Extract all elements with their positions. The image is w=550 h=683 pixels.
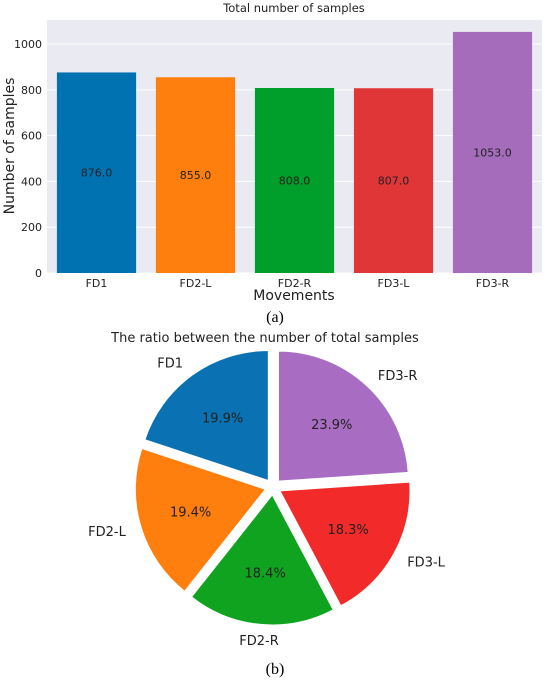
pie-percent-label: 23.9% — [311, 418, 352, 433]
panel-label-a: (a) — [266, 309, 284, 326]
bar-data-label: 808.0 — [279, 175, 311, 188]
bar-ytick-label: 600 — [21, 130, 42, 143]
pie-category-label: FD2-L — [88, 525, 126, 540]
pie-percent-label: 18.4% — [245, 567, 286, 582]
bar-fd3-l — [353, 88, 434, 274]
pie-percent-label: 19.9% — [202, 411, 243, 426]
bar-data-labels: 876.0 855.0 808.0 807.0 1053.0 — [81, 146, 512, 187]
bar-fd1 — [56, 72, 137, 273]
bar-xtick-label: FD1 — [86, 277, 108, 290]
bar-y-axis-label: Number of samples — [2, 78, 18, 215]
bar-x-axis-label: Movements — [253, 288, 334, 304]
bar-ytick-labels: 0 200 400 600 800 1000 — [14, 38, 42, 280]
bar-data-label: 1053.0 — [473, 146, 512, 159]
bar-ytick-label: 0 — [35, 267, 42, 280]
bar-marks — [56, 31, 533, 274]
pie-category-label: FD1 — [157, 357, 183, 372]
pie-slice-fd2-r — [190, 494, 334, 626]
bar-data-label: 876.0 — [81, 167, 113, 180]
pie-category-labels: FD1 FD2-L FD2-R FD3-L FD3-R — [88, 357, 446, 649]
bar-ytick-label: 1000 — [14, 38, 42, 51]
bar-data-label: 807.0 — [378, 175, 410, 188]
pie-slice-fd3-r — [277, 350, 409, 482]
bar-fd3-r — [452, 31, 533, 273]
pie-chart-title: The ratio between the number of total sa… — [110, 331, 419, 346]
bar-xtick-label: FD2-R — [278, 277, 312, 290]
bar-data-label: 855.0 — [180, 169, 212, 182]
pie-category-label: FD2-R — [239, 634, 278, 649]
bar-fd2-l — [155, 77, 236, 273]
pie-percent-labels: 19.9% 19.4% 18.4% 18.3% 23.9% — [170, 411, 369, 581]
pie-chart: The ratio between the number of total sa… — [88, 331, 446, 649]
bar-ytick-label: 800 — [21, 84, 42, 97]
panel-label-b: (b) — [266, 661, 285, 678]
pie-category-label: FD3-L — [407, 556, 445, 571]
pie-slice-fd3-l — [279, 481, 411, 607]
bar-xtick-labels: FD1 FD2-L FD2-R FD3-L FD3-R — [86, 277, 510, 290]
bar-chart-title: Total number of samples — [222, 1, 365, 15]
bar-ytick-label: 400 — [21, 175, 42, 188]
bar-xtick-label: FD3-L — [378, 277, 411, 290]
bar-ytick-label: 200 — [21, 221, 42, 234]
pie-percent-label: 18.3% — [327, 523, 368, 538]
bar-xtick-label: FD2-L — [180, 277, 213, 290]
pie-percent-label: 19.4% — [170, 506, 211, 521]
pie-category-label: FD3-R — [378, 369, 417, 384]
pie-slice-fd1 — [144, 350, 269, 482]
bar-fd2-r — [254, 88, 335, 273]
pie-slice-fd2-l — [134, 447, 267, 592]
pie-slices — [134, 350, 411, 626]
bar-xtick-label: FD3-R — [476, 277, 510, 290]
bar-chart: 0 200 400 600 800 1000 FD1 FD2-L FD2-R FD3-L FD3-… — [2, 1, 542, 304]
